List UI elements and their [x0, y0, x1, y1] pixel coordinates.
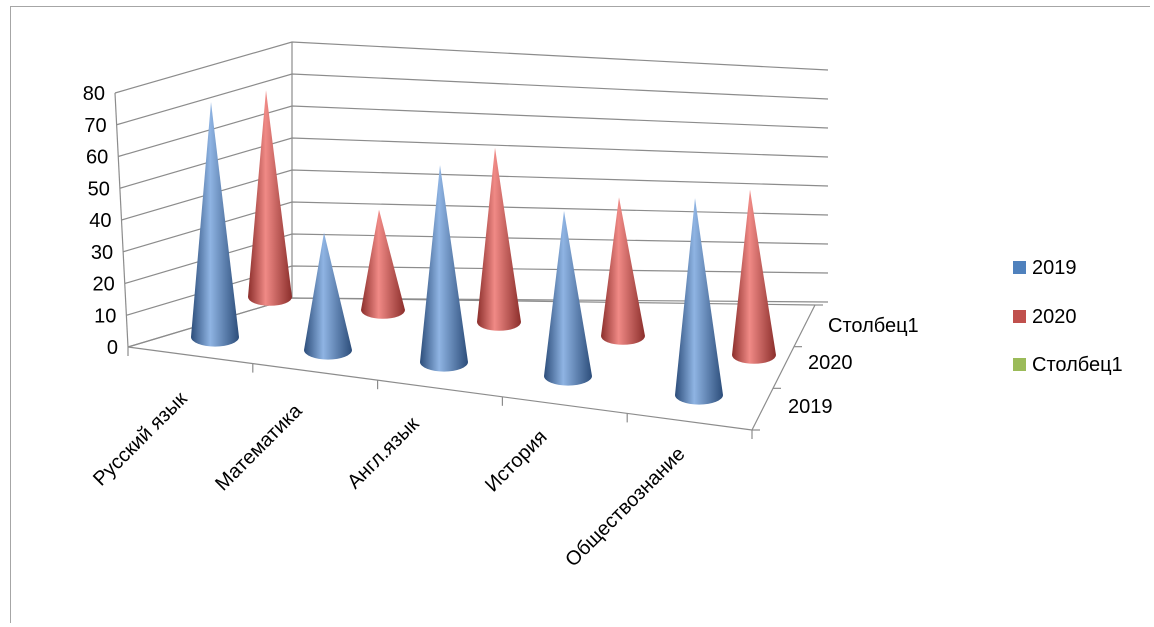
gridline	[116, 73, 829, 126]
legend-label: 2020	[1032, 306, 1077, 328]
depth-label: 2019	[788, 396, 833, 418]
cone-2019-2	[420, 165, 468, 372]
y-tick-label: 70	[84, 115, 106, 137]
y-tick-label: 30	[91, 242, 113, 264]
y-tick-label: 10	[94, 305, 116, 327]
cone-2019-3	[544, 210, 592, 386]
gridline	[114, 41, 829, 94]
cone-2019-1	[304, 232, 352, 360]
y-tick-label: 40	[89, 210, 111, 232]
x-axis-line	[127, 346, 753, 431]
cone-2020-3	[601, 197, 645, 345]
chart-area	[10, 6, 1150, 623]
legend-swatch	[1013, 358, 1026, 371]
gridline	[118, 105, 829, 158]
cone-2019-4	[675, 198, 723, 405]
y-tick-label: 80	[83, 83, 105, 105]
gridline	[122, 201, 829, 253]
cone-2020-1	[361, 209, 405, 319]
legend-swatch	[1013, 310, 1026, 323]
gridline	[119, 137, 829, 189]
cone-2020-2	[477, 147, 521, 331]
cone-2019-0	[191, 102, 239, 347]
legend-swatch	[1013, 261, 1026, 274]
cone-2020-0	[248, 90, 292, 306]
legend-item: 2020	[1013, 306, 1077, 328]
x-category-label: Русский язык	[89, 388, 192, 491]
legend-label: 2019	[1032, 257, 1077, 279]
depth-axis-line	[751, 304, 816, 431]
cone-2020-4	[732, 189, 776, 364]
depth-label: Столбец1	[828, 315, 919, 337]
x-category-label: Математика	[211, 399, 307, 495]
y-tick-label: 60	[86, 147, 108, 169]
y-tick-label: 50	[88, 178, 110, 200]
depth-label: 2020	[808, 352, 853, 374]
legend-item: 2019	[1013, 257, 1077, 279]
legend-label: Столбец1	[1032, 354, 1123, 376]
legend-item: Столбец1	[1013, 354, 1123, 376]
y-axis-line	[114, 92, 129, 348]
x-category-label: История	[481, 426, 551, 496]
y-tick-label: 0	[107, 337, 118, 359]
x-category-label: Англ.язык	[343, 413, 423, 493]
x-category-label: Обществознание	[561, 443, 689, 571]
y-tick-label: 20	[93, 274, 115, 296]
